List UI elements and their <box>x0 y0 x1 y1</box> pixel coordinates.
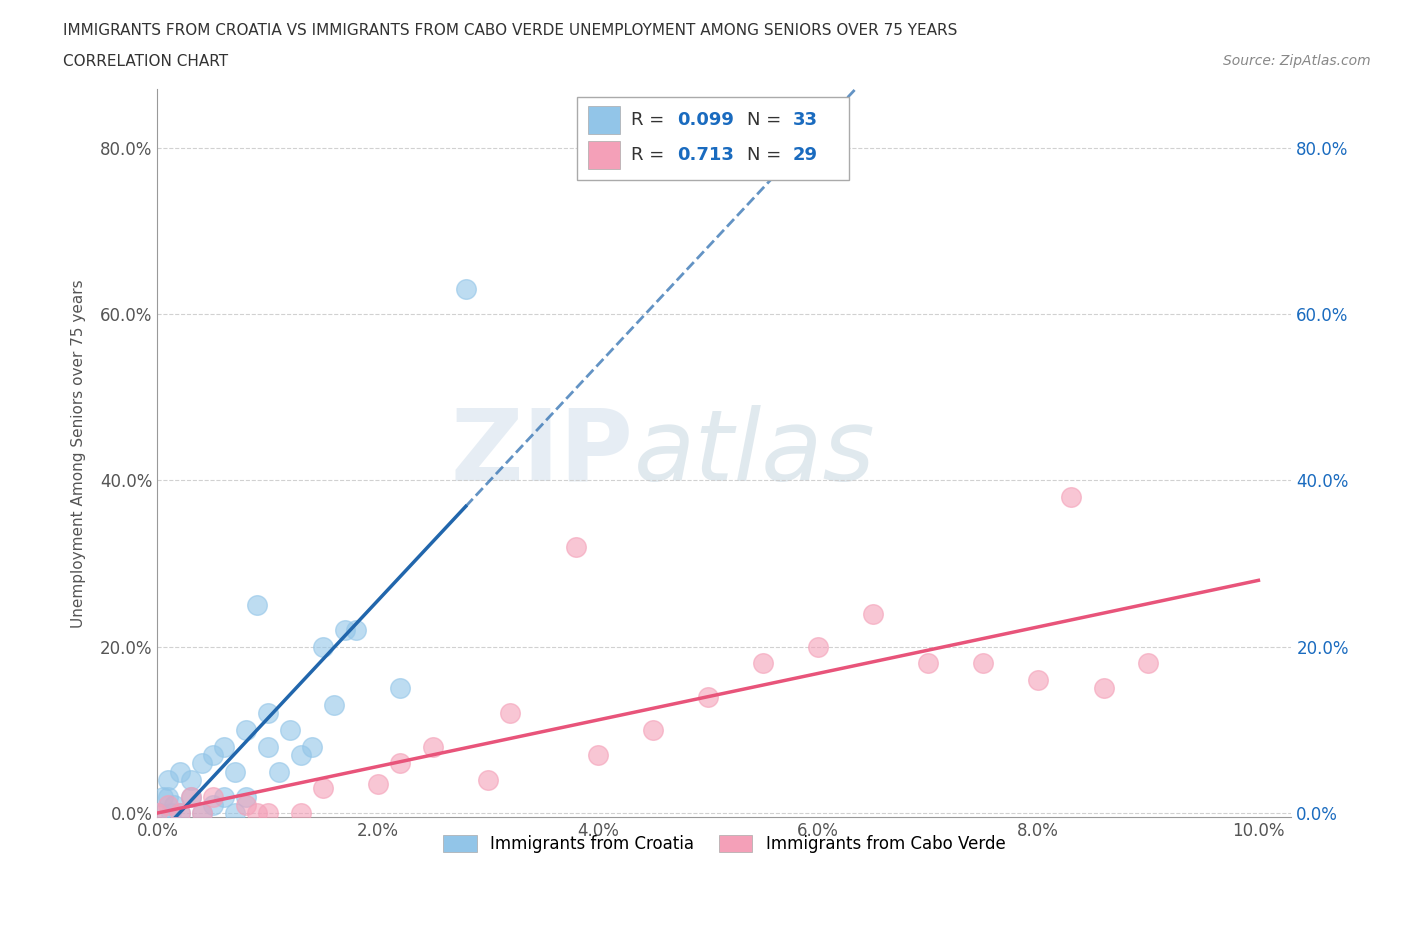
Text: R =: R = <box>631 146 671 164</box>
Point <box>157 790 180 804</box>
Point <box>311 781 333 796</box>
Point <box>388 681 411 696</box>
Point <box>278 723 301 737</box>
Point <box>1026 672 1049 687</box>
Point <box>245 598 267 613</box>
FancyBboxPatch shape <box>588 106 620 134</box>
Point <box>201 790 224 804</box>
FancyBboxPatch shape <box>576 97 849 180</box>
Point <box>367 777 389 791</box>
FancyBboxPatch shape <box>588 141 620 168</box>
Text: IMMIGRANTS FROM CROATIA VS IMMIGRANTS FROM CABO VERDE UNEMPLOYMENT AMONG SENIORS: IMMIGRANTS FROM CROATIA VS IMMIGRANTS FR… <box>63 23 957 38</box>
Point <box>565 539 588 554</box>
Point <box>256 739 278 754</box>
Point <box>256 805 278 820</box>
Text: CORRELATION CHART: CORRELATION CHART <box>63 54 228 69</box>
Point <box>180 790 202 804</box>
Point <box>697 689 720 704</box>
Point <box>1060 489 1083 504</box>
Point <box>267 764 290 779</box>
Y-axis label: Unemployment Among Seniors over 75 years: Unemployment Among Seniors over 75 years <box>72 279 86 628</box>
Point <box>224 764 246 779</box>
Text: 0.713: 0.713 <box>676 146 734 164</box>
Point <box>752 656 775 671</box>
Point <box>344 623 367 638</box>
Text: 33: 33 <box>793 111 817 129</box>
Legend: Immigrants from Croatia, Immigrants from Cabo Verde: Immigrants from Croatia, Immigrants from… <box>437 829 1012 860</box>
Point <box>972 656 994 671</box>
Point <box>152 790 174 804</box>
Point <box>169 805 191 820</box>
Point <box>169 805 191 820</box>
Point <box>157 773 180 788</box>
Point <box>190 805 212 820</box>
Text: R =: R = <box>631 111 671 129</box>
Text: 29: 29 <box>793 146 817 164</box>
Point <box>422 739 444 754</box>
Point <box>190 805 212 820</box>
Point <box>1137 656 1160 671</box>
Point <box>146 805 169 820</box>
Point <box>235 798 257 813</box>
Text: atlas: atlas <box>634 405 876 502</box>
Point <box>311 640 333 655</box>
Point <box>212 790 235 804</box>
Point <box>1092 681 1115 696</box>
Point <box>224 805 246 820</box>
Text: 0.099: 0.099 <box>676 111 734 129</box>
Point <box>212 739 235 754</box>
Point <box>322 698 344 712</box>
Point <box>641 723 664 737</box>
Point <box>807 640 830 655</box>
Point <box>180 790 202 804</box>
Point <box>290 805 312 820</box>
Point <box>333 623 356 638</box>
Point <box>159 805 181 820</box>
Point <box>190 756 212 771</box>
Point <box>169 764 191 779</box>
Text: N =: N = <box>747 111 787 129</box>
Point <box>917 656 939 671</box>
Point <box>163 798 186 813</box>
Text: Source: ZipAtlas.com: Source: ZipAtlas.com <box>1223 54 1371 68</box>
Point <box>157 798 180 813</box>
Point <box>454 282 477 297</box>
Point <box>201 748 224 763</box>
Point <box>201 798 224 813</box>
Text: ZIP: ZIP <box>451 405 634 502</box>
Point <box>180 773 202 788</box>
Point <box>586 748 609 763</box>
Point <box>245 805 267 820</box>
Point <box>499 706 522 721</box>
Point <box>256 706 278 721</box>
Point <box>290 748 312 763</box>
Text: N =: N = <box>747 146 787 164</box>
Point <box>862 606 884 621</box>
Point <box>149 805 172 820</box>
Point <box>235 790 257 804</box>
Point <box>388 756 411 771</box>
Point <box>301 739 323 754</box>
Point <box>477 773 499 788</box>
Point <box>235 723 257 737</box>
